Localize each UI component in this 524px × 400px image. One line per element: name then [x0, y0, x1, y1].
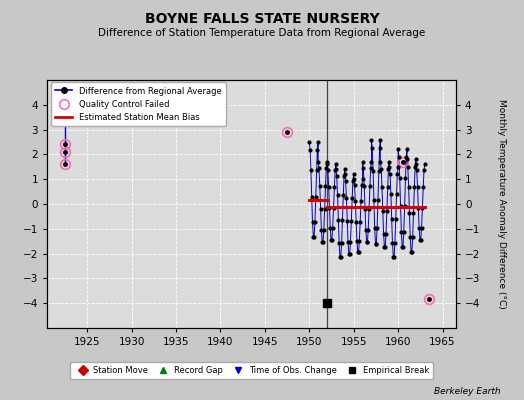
Text: Berkeley Earth: Berkeley Earth [434, 387, 500, 396]
Text: BOYNE FALLS STATE NURSERY: BOYNE FALLS STATE NURSERY [145, 12, 379, 26]
Text: Difference of Station Temperature Data from Regional Average: Difference of Station Temperature Data f… [99, 28, 425, 38]
Y-axis label: Monthly Temperature Anomaly Difference (°C): Monthly Temperature Anomaly Difference (… [497, 99, 506, 309]
Legend: Station Move, Record Gap, Time of Obs. Change, Empirical Break: Station Move, Record Gap, Time of Obs. C… [70, 362, 433, 379]
